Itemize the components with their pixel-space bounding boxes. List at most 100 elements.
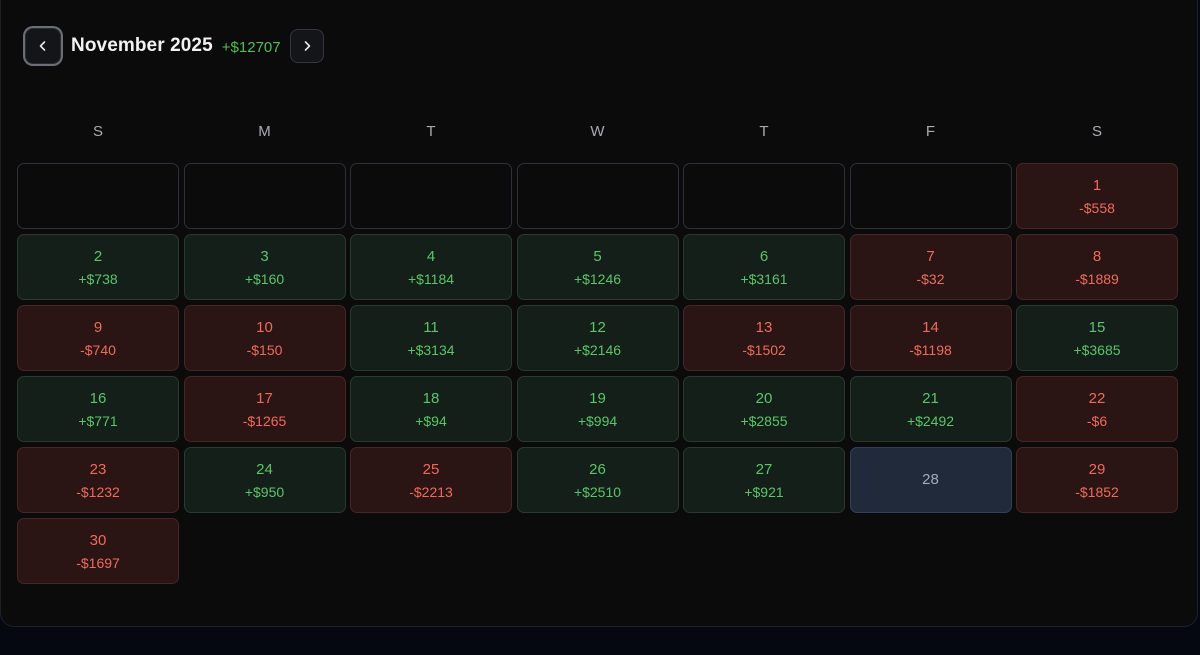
day-pnl-amount: +$921	[744, 483, 784, 500]
day-number: 17	[256, 389, 273, 407]
weekday-label: W	[590, 123, 605, 140]
day-cell-13[interactable]: 13 -$1502	[683, 305, 845, 371]
day-number: 23	[89, 460, 107, 478]
next-month-button[interactable]	[289, 29, 324, 63]
weekday-header-row: S M T W T F S	[17, 123, 1180, 140]
day-number: 19	[589, 389, 606, 407]
day-number: 4	[426, 247, 436, 265]
day-cell-19[interactable]: 19 +$994	[516, 376, 679, 442]
day-number: 5	[593, 247, 602, 265]
day-number: 20	[755, 389, 773, 407]
day-pnl-amount: -$1502	[742, 341, 786, 358]
day-pnl-amount: +$3161	[740, 270, 788, 287]
day-number: 22	[1088, 389, 1106, 407]
day-pnl-amount: -$1232	[76, 483, 120, 500]
day-pnl-amount: -$1889	[1075, 270, 1119, 287]
day-cell-27[interactable]: 27 +$921	[683, 447, 845, 513]
day-cell-15[interactable]: 15 +$3685	[1016, 305, 1178, 371]
day-cell-11[interactable]: 11 +$3134	[350, 305, 512, 371]
day-pnl-amount: +$2146	[573, 341, 622, 358]
day-cell-6[interactable]: 6 +$3161	[683, 234, 845, 300]
day-number: 18	[422, 389, 440, 407]
day-number: 3	[260, 247, 269, 265]
day-cell-7[interactable]: 7 -$32	[849, 234, 1012, 300]
day-pnl-amount: -$1852	[1075, 483, 1119, 500]
day-pnl-amount: +$160	[244, 270, 285, 287]
day-cell-10[interactable]: 10 -$150	[183, 305, 346, 371]
day-number: 29	[1088, 460, 1106, 478]
weekday-label: M	[258, 123, 271, 140]
day-pnl-amount: -$740	[80, 341, 116, 358]
day-cell-22[interactable]: 22 -$6	[1016, 376, 1178, 442]
day-pnl-amount: -$1697	[76, 554, 120, 571]
day-pnl-amount: -$150	[246, 341, 283, 358]
empty-day-cell	[350, 163, 512, 229]
weekday-label: S	[1091, 123, 1102, 140]
day-pnl-amount: +$1184	[407, 270, 455, 287]
day-number: 9	[93, 318, 103, 336]
day-cell-29[interactable]: 29 -$1852	[1016, 447, 1178, 513]
day-cell-26[interactable]: 26 +$2510	[516, 447, 679, 513]
day-cell-20[interactable]: 20 +$2855	[683, 376, 845, 442]
calendar-day-grid: 1 -$558 2 +$738 3 +$160 4 +$1184 5 +$1246 6 +$3161 7…	[17, 163, 1180, 584]
day-pnl-amount: +$771	[78, 412, 118, 429]
chevron-left-icon	[39, 41, 46, 51]
day-pnl-amount: +$3685	[1073, 341, 1121, 358]
day-cell-23[interactable]: 23 -$1232	[17, 447, 179, 513]
day-pnl-amount: -$1265	[242, 412, 287, 429]
day-pnl-amount: -$2213	[409, 483, 453, 500]
day-pnl-amount: +$994	[577, 412, 618, 429]
day-cell-9[interactable]: 9 -$740	[17, 305, 179, 371]
day-number: 6	[759, 247, 769, 265]
day-number: 15	[1088, 318, 1106, 336]
day-number: 12	[589, 318, 606, 336]
day-number: 8	[1092, 247, 1102, 265]
day-cell-24[interactable]: 24 +$950	[183, 447, 346, 513]
day-cell-25[interactable]: 25 -$2213	[350, 447, 512, 513]
day-cell-28[interactable]: 28	[849, 447, 1012, 513]
day-cell-21[interactable]: 21 +$2492	[849, 376, 1012, 442]
weekday-label: F	[925, 123, 936, 140]
day-number: 21	[922, 389, 939, 407]
empty-day-cell	[183, 163, 346, 229]
day-cell-30[interactable]: 30 -$1697	[17, 518, 179, 584]
day-number: 26	[589, 460, 606, 478]
day-pnl-amount: +$2510	[573, 483, 622, 500]
day-cell-8[interactable]: 8 -$1889	[1016, 234, 1178, 300]
day-pnl-amount: +$94	[415, 412, 447, 429]
day-number: 7	[926, 247, 935, 265]
day-pnl-amount: -$1198	[909, 341, 952, 358]
weekday-label: S	[92, 123, 103, 140]
empty-day-cell	[17, 163, 179, 229]
day-number: 1	[1092, 176, 1102, 194]
day-pnl-amount: -$558	[1079, 199, 1115, 216]
day-pnl-amount: +$1246	[573, 270, 622, 287]
day-number: 16	[89, 389, 107, 407]
day-number: 10	[256, 318, 273, 336]
day-cell-16[interactable]: 16 +$771	[17, 376, 179, 442]
day-cell-3[interactable]: 3 +$160	[183, 234, 346, 300]
weekday-label: T	[759, 123, 769, 140]
month-title: November 2025	[71, 35, 213, 56]
day-pnl-amount: +$738	[78, 270, 118, 287]
day-cell-14[interactable]: 14 -$1198	[849, 305, 1012, 371]
chevron-right-icon	[304, 41, 310, 51]
day-number: 2	[93, 247, 103, 265]
day-cell-1[interactable]: 1 -$558	[1016, 163, 1178, 229]
day-pnl-amount: +$2855	[740, 412, 788, 429]
day-cell-4[interactable]: 4 +$1184	[350, 234, 512, 300]
day-number: 25	[422, 460, 440, 478]
day-cell-5[interactable]: 5 +$1246	[516, 234, 679, 300]
day-cell-17[interactable]: 17 -$1265	[183, 376, 346, 442]
day-cell-12[interactable]: 12 +$2146	[516, 305, 679, 371]
day-cell-2[interactable]: 2 +$738	[17, 234, 179, 300]
previous-month-button[interactable]	[25, 28, 61, 64]
empty-day-cell	[683, 163, 845, 229]
day-cell-18[interactable]: 18 +$94	[350, 376, 512, 442]
day-number: 14	[922, 318, 939, 336]
day-pnl-amount: +$2492	[906, 412, 955, 429]
calendar-panel: November 2025 +$12707 S M T W T F S 1 -$5…	[0, 0, 1198, 627]
calendar-header: November 2025 +$12707	[25, 27, 324, 65]
month-total: +$12707	[221, 38, 281, 56]
day-pnl-amount: -$6	[1086, 412, 1108, 429]
